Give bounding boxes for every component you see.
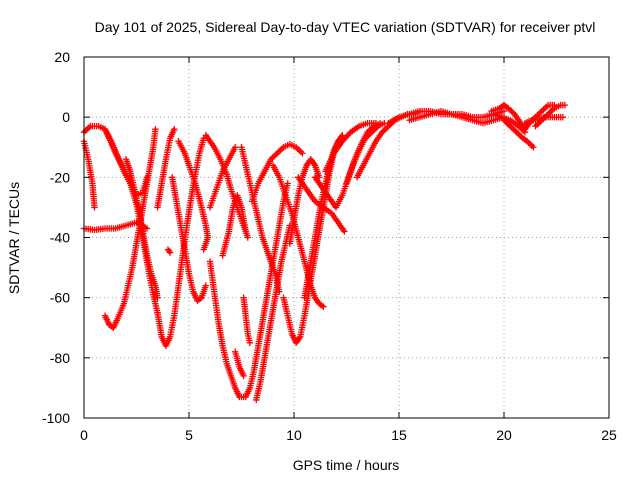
data-point (244, 234, 251, 241)
series-arc-37 (532, 101, 569, 130)
data-point (165, 247, 173, 255)
y-tick-label: 20 (54, 49, 70, 65)
series-arc-19 (242, 180, 291, 401)
data-point (382, 126, 389, 133)
data-point (85, 124, 92, 131)
data-point (275, 148, 282, 155)
data-point (508, 107, 515, 115)
data-point (341, 228, 348, 235)
data-point (232, 144, 239, 151)
data-point (200, 246, 207, 253)
y-tick-label: -80 (50, 350, 70, 366)
y-tick-label: -60 (50, 290, 70, 306)
chart-title: Day 101 of 2025, Sidereal Day-to-day VTE… (95, 19, 596, 35)
data-point (535, 119, 542, 127)
data-point (274, 150, 281, 157)
x-tick-label: 20 (496, 427, 512, 443)
series-arc-16 (232, 348, 247, 380)
data-point (320, 303, 327, 310)
series-arc-35 (500, 116, 537, 151)
data-point (559, 113, 566, 121)
data-point (538, 107, 545, 115)
x-tick-label: 15 (391, 427, 407, 443)
series-arc-13 (206, 258, 247, 401)
series-arc-01 (80, 138, 98, 211)
data-point (297, 148, 305, 155)
data-point (541, 104, 549, 112)
data-point (202, 282, 209, 289)
plot-frame (83, 56, 610, 419)
y-axis-label: SDTVAR / TECUs (6, 182, 22, 294)
data-point (521, 129, 529, 136)
data-point (240, 372, 247, 380)
x-tick-labels: 0 5 10 15 20 25 (80, 427, 617, 443)
data-point (548, 107, 555, 115)
data-point (299, 150, 306, 157)
series-arc-15 (219, 192, 249, 259)
data-point (318, 302, 326, 309)
data-point (511, 127, 519, 134)
data-point (528, 142, 536, 149)
series-arc-26 (295, 174, 348, 235)
data-point (561, 101, 569, 109)
series-arc-21 (248, 141, 306, 205)
series-arc-24 (286, 156, 323, 247)
data-point (533, 121, 541, 128)
series-arc-14 (206, 144, 239, 211)
grid-lines (84, 57, 609, 418)
data-point (272, 151, 279, 158)
x-tick-label: 0 (80, 427, 88, 443)
data-marks (80, 101, 569, 404)
y-tick-label: -20 (50, 169, 70, 185)
data-point (540, 106, 547, 113)
data-point (91, 204, 98, 211)
series-arc-34 (490, 110, 529, 136)
data-point (270, 153, 278, 160)
series-arc-06 (101, 126, 159, 331)
series-arc-29 (343, 119, 388, 187)
data-point (246, 339, 254, 346)
y-tick-label: -40 (50, 230, 70, 246)
data-point (514, 130, 522, 137)
series-arc-08 (154, 126, 178, 211)
data-point (530, 144, 537, 151)
data-point (513, 129, 520, 136)
data-point (82, 127, 89, 134)
series-arc-09 (164, 246, 174, 256)
x-tick-label: 5 (185, 427, 193, 443)
series-arc-07 (154, 135, 207, 349)
data-point (284, 180, 291, 187)
data-point (500, 107, 508, 115)
x-axis-label: GPS time / hours (293, 457, 400, 473)
x-tick-label: 10 (286, 427, 302, 443)
data-point (83, 126, 91, 133)
data-point (166, 249, 174, 256)
data-point (537, 109, 544, 116)
series-arc-05 (122, 156, 161, 301)
axis-ticks (83, 56, 610, 419)
data-point (154, 294, 161, 301)
y-tick-labels: -100 -80 -60 -40 -20 0 20 (42, 49, 70, 426)
data-point (171, 126, 178, 133)
data-point (143, 225, 151, 232)
x-tick-label: 25 (601, 427, 617, 443)
data-point (532, 122, 539, 130)
data-point (339, 132, 346, 139)
data-point (535, 110, 542, 118)
y-tick-label: 0 (62, 109, 70, 125)
data-point (527, 141, 534, 148)
series-arc-20 (253, 222, 293, 404)
series-arc-32 (406, 107, 508, 124)
y-tick-label: -100 (42, 410, 70, 426)
series-arc-10 (169, 174, 209, 304)
data-point (516, 132, 523, 139)
series-arc-17 (240, 294, 254, 346)
data-point (543, 103, 550, 110)
data-point (242, 228, 249, 235)
data-point (296, 147, 303, 154)
data-point (152, 126, 159, 133)
data-point (277, 147, 284, 154)
series-arc-11 (175, 138, 212, 253)
